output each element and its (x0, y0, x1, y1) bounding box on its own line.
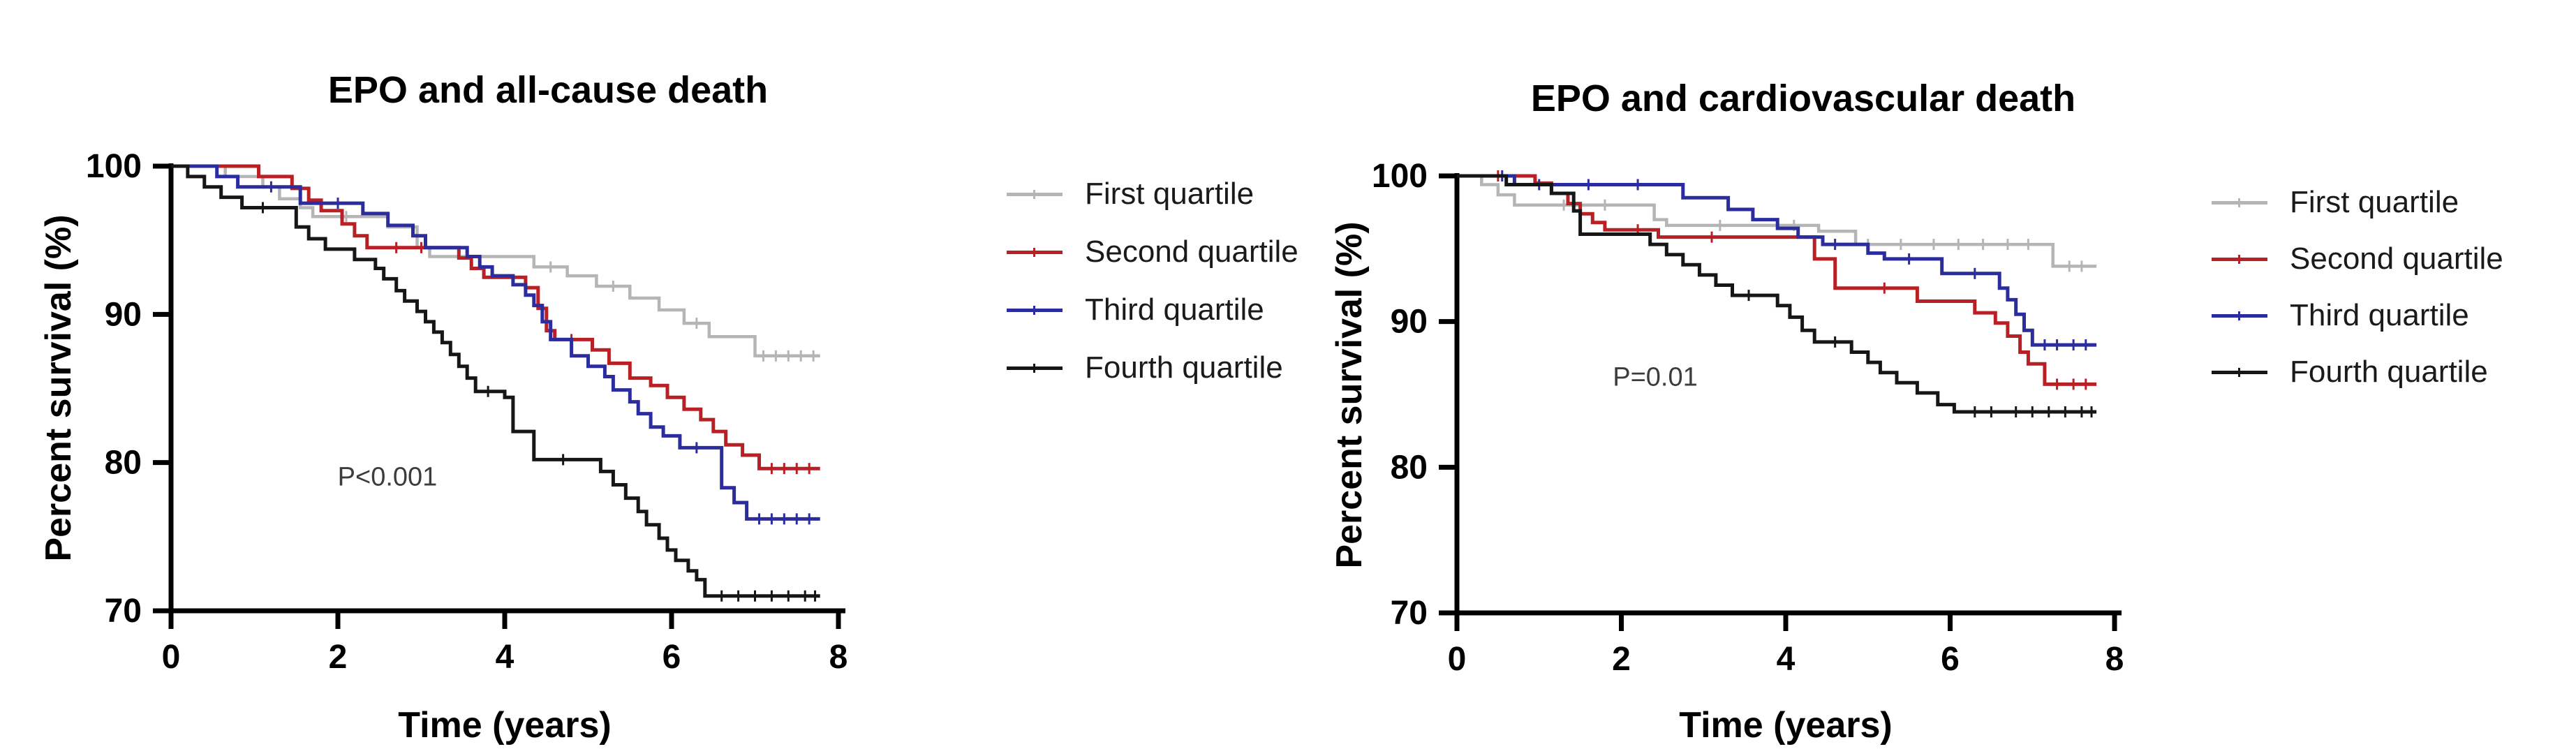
legend-label: Second quartile (2290, 242, 2503, 276)
svg-text:2: 2 (329, 639, 348, 676)
legend-item-first-quartile: First quartile (2212, 185, 2459, 220)
legend-item-third-quartile: Third quartile (1007, 292, 1264, 327)
right-x-axis-label: Time (years) (1679, 705, 1893, 746)
svg-text:70: 70 (1391, 595, 1428, 632)
svg-text:8: 8 (829, 639, 848, 676)
svg-text:6: 6 (662, 639, 681, 676)
svg-text:80: 80 (105, 445, 142, 482)
fourth-quartile-line-swatch (1007, 363, 1063, 373)
third-quartile-line-swatch (1007, 305, 1063, 315)
svg-text:70: 70 (105, 593, 142, 630)
legend-label: First quartile (2290, 185, 2459, 219)
legend-label: Second quartile (1085, 235, 1298, 269)
second-quartile-line-swatch (2212, 254, 2267, 264)
right-pvalue-annotation: P=0.01 (1613, 362, 1698, 392)
legend-item-first-quartile: First quartile (1007, 177, 1254, 212)
legend-item-second-quartile: Second quartile (1007, 235, 1298, 269)
legend-item-second-quartile: Second quartile (2212, 242, 2503, 276)
svg-text:4: 4 (496, 639, 515, 676)
right-y-axis-label: Percent survival (%) (1329, 221, 1370, 569)
svg-text:0: 0 (162, 639, 181, 676)
legend-item-fourth-quartile: Fourth quartile (1007, 350, 1283, 385)
right-panel-title: EPO and cardiovascular death (1530, 77, 2076, 119)
svg-text:6: 6 (1941, 641, 1960, 678)
third-quartile-line-swatch (2212, 311, 2267, 320)
legend-label: Third quartile (1085, 292, 1264, 327)
legend-label: Fourth quartile (1085, 350, 1283, 385)
first-quartile-line-swatch (2212, 198, 2267, 207)
left-y-axis-label: Percent survival (%) (38, 214, 79, 562)
svg-text:4: 4 (1777, 641, 1796, 678)
left-x-axis-label: Time (years) (398, 705, 612, 746)
svg-text:0: 0 (1448, 641, 1467, 678)
left-pvalue-annotation: P<0.001 (337, 462, 438, 492)
svg-text:100: 100 (86, 148, 142, 185)
svg-text:100: 100 (1372, 158, 1428, 195)
svg-text:2: 2 (1612, 641, 1631, 678)
svg-text:80: 80 (1391, 449, 1428, 486)
svg-text:90: 90 (1391, 304, 1428, 341)
svg-text:8: 8 (2105, 641, 2124, 678)
legend-label: Fourth quartile (2290, 355, 2488, 389)
fourth-quartile-line-swatch (2212, 367, 2267, 377)
first-quartile-line-swatch (1007, 189, 1063, 199)
legend-label: First quartile (1085, 177, 1254, 211)
left-panel-title: EPO and all-cause death (327, 69, 769, 111)
legend-label: Third quartile (2290, 298, 2469, 332)
second-quartile-line-swatch (1007, 247, 1063, 257)
legend-item-fourth-quartile: Fourth quartile (2212, 355, 2488, 390)
svg-text:90: 90 (105, 296, 142, 333)
legend-item-third-quartile: Third quartile (2212, 298, 2469, 333)
